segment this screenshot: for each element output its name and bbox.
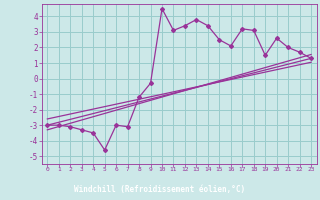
Text: Windchill (Refroidissement éolien,°C): Windchill (Refroidissement éolien,°C) <box>75 185 245 194</box>
